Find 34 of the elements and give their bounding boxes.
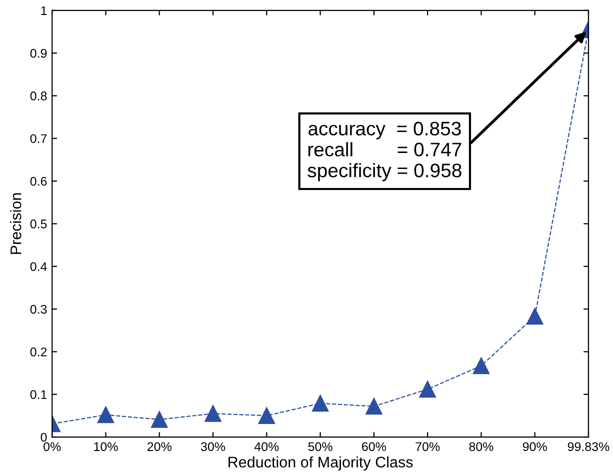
x-tick-label: 90% — [522, 442, 547, 452]
point — [97, 406, 114, 424]
point — [526, 308, 544, 325]
x-tick-label: 10% — [94, 442, 118, 452]
x-tick-label: 30% — [200, 442, 226, 452]
x-tick-label: 99.83% — [568, 442, 610, 452]
point — [312, 394, 329, 412]
annotation: accuracy = 0.853 recall = 0.747 specificity = 0.958 — [308, 122, 462, 182]
y-tick-label: 0.9 — [30, 48, 47, 58]
y-tick-label: 1 — [41, 6, 47, 15]
point — [472, 357, 490, 374]
y-tick-label: 0 — [40, 432, 47, 442]
x-axis-title: Reduction of Majority Class — [228, 456, 413, 471]
y-tick-label: 0.1 — [30, 390, 47, 400]
point — [151, 411, 168, 428]
y-tick-label: 0.2 — [30, 348, 47, 356]
x-tick-label: 40% — [254, 442, 279, 452]
x-tick-label: 0% — [44, 442, 61, 452]
point — [258, 407, 275, 424]
x-tick-label: 60% — [362, 442, 386, 452]
y-tick-label: 0.4 — [30, 262, 47, 272]
x-tick-label: 70% — [416, 442, 440, 452]
y-tick-label: 0.5 — [30, 220, 47, 228]
y-tick-label: 0.3 — [30, 304, 47, 314]
point — [419, 380, 436, 398]
point — [366, 398, 382, 415]
y-tick-label: 0.6 — [30, 176, 47, 186]
point — [204, 405, 222, 422]
x-tick-label: 80% — [469, 442, 494, 452]
x-tick-label: 20% — [148, 442, 172, 452]
y-tick-label: 0.8 — [30, 92, 47, 100]
x-tick-label: 50% — [308, 442, 332, 452]
y-tick-label: 0.7 — [30, 134, 47, 144]
y-axis-title: Precision — [10, 193, 22, 254]
